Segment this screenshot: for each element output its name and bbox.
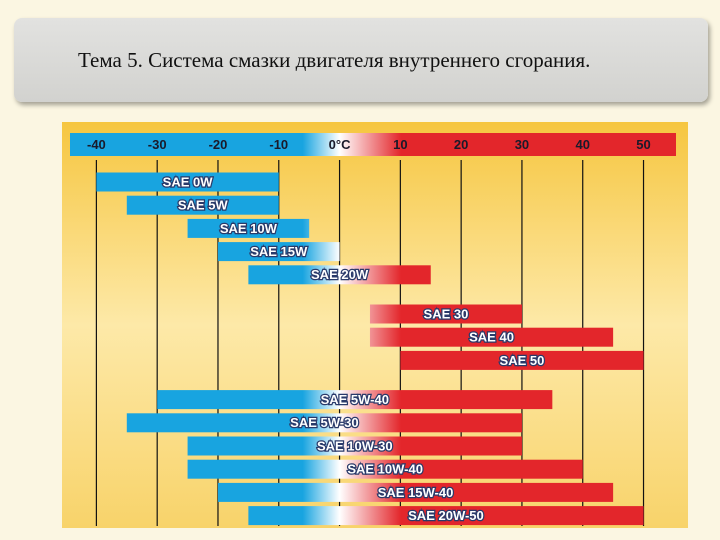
range-bar (96, 172, 279, 192)
range-bar (126, 413, 522, 433)
bar-label: SAE 15W (250, 244, 308, 259)
range-bar (217, 482, 614, 502)
bar-label: SAE 10W-30 (317, 438, 393, 453)
title-box: Тема 5. Система смазки двигателя внутрен… (14, 18, 708, 102)
range-bar (157, 390, 553, 410)
x-tick-label: -20 (209, 137, 228, 152)
x-tick-label: 0°C (329, 137, 351, 152)
axis-strip (70, 133, 676, 156)
range-bar (248, 506, 644, 526)
bar-label: SAE 5W-30 (290, 415, 358, 430)
x-tick-label: 20 (454, 137, 468, 152)
range-bar (369, 304, 522, 324)
range-bar (369, 327, 614, 347)
x-tick-label: -10 (269, 137, 288, 152)
bar-label: SAE 5W (178, 198, 229, 213)
x-tick-label: -40 (87, 137, 106, 152)
x-tick-label: 40 (575, 137, 589, 152)
range-bar (187, 436, 522, 456)
bar-label: SAE 15W-40 (378, 485, 454, 500)
bar-label: SAE 40 (469, 330, 514, 345)
bar-label: SAE 10W-40 (347, 462, 423, 477)
bar-label: SAE 5W-40 (321, 392, 389, 407)
range-bar (187, 218, 310, 238)
x-tick-label: 50 (636, 137, 650, 152)
x-tick-label: -30 (148, 137, 167, 152)
x-tick-label: 30 (515, 137, 529, 152)
range-bar (400, 350, 644, 370)
bar-label: SAE 10W (220, 221, 278, 236)
range-bar (187, 459, 583, 479)
slide-title: Тема 5. Система смазки двигателя внутрен… (78, 48, 591, 72)
bar-label: SAE 50 (500, 353, 545, 368)
range-bar (217, 242, 340, 262)
bar-label: SAE 0W (163, 174, 214, 189)
bar-label: SAE 30 (424, 306, 469, 321)
range-bar (126, 195, 279, 215)
range-bar (248, 265, 431, 285)
bar-label: SAE 20W-50 (408, 508, 484, 523)
x-tick-label: 10 (393, 137, 407, 152)
bar-label: SAE 20W (311, 267, 369, 282)
